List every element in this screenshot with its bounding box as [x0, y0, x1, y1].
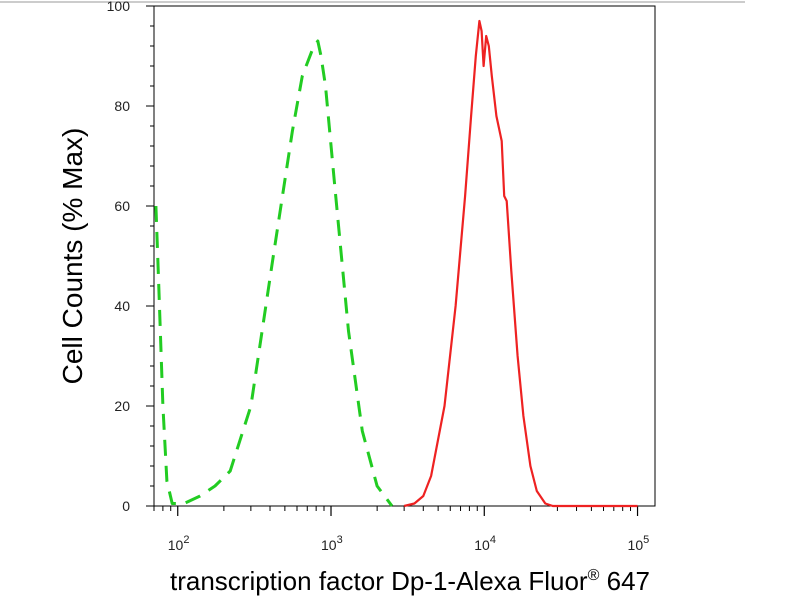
x-axis-title: transcription factor Dp-1-Alexa Fluor® 6… — [170, 566, 650, 596]
green-dashed-histogram-line — [154, 39, 394, 507]
y-tick-label: 0 — [122, 498, 130, 514]
plot-frame — [153, 5, 656, 507]
y-tick-label: 20 — [114, 398, 130, 414]
y-tick-label: 40 — [114, 298, 130, 314]
x-axis-title-tail: 647 — [599, 566, 650, 596]
series-layer — [154, 19, 638, 508]
red-solid-histogram-line — [403, 19, 638, 508]
y-tick-label: 100 — [107, 0, 131, 14]
x-tick-label: 104 — [474, 534, 496, 553]
x-tick-label: 102 — [168, 534, 190, 553]
x-tick-label: 103 — [321, 534, 343, 553]
y-axis: 0 20 40 60 80 100 — [107, 0, 154, 514]
x-axis-title-main: transcription factor Dp-1-Alexa Fluor — [170, 566, 588, 596]
x-tick-label-exp: 3 — [337, 534, 343, 546]
y-tick-label: 80 — [114, 98, 130, 114]
x-tick-label-exp: 4 — [490, 534, 496, 546]
x-tick-label-exp: 5 — [643, 534, 649, 546]
y-tick-label: 60 — [114, 198, 130, 214]
x-tick-label: 105 — [628, 534, 650, 553]
x-axis-title-sup: ® — [588, 567, 600, 584]
y-axis-title: Cell Counts (% Max) — [57, 128, 88, 385]
x-tick-label-exp: 2 — [183, 534, 189, 546]
x-tick-label-base: 10 — [168, 537, 184, 553]
x-tick-label-base: 10 — [628, 537, 644, 553]
x-axis: 102 103 104 105 — [153, 506, 650, 553]
x-tick-label-base: 10 — [321, 537, 337, 553]
x-tick-label-base: 10 — [474, 537, 490, 553]
